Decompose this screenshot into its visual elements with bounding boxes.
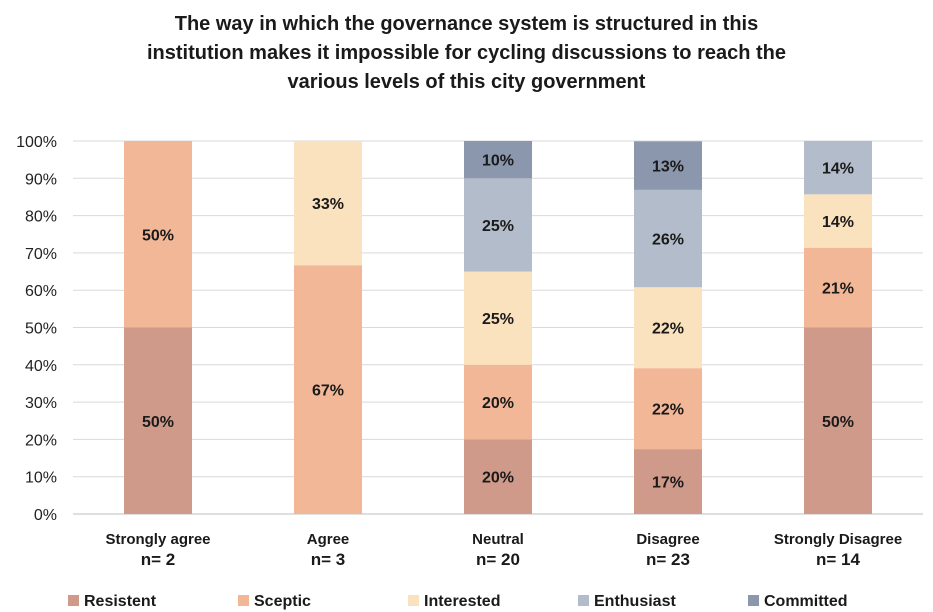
bar-data-label: 25% [482,218,514,235]
bar-data-label: 67% [312,383,344,400]
bar-data-label: 21% [822,281,854,298]
bar-data-label: 13% [652,159,684,176]
bar-data-label: 22% [652,402,684,419]
y-tick-label: 50% [25,321,57,338]
bar-segment [804,247,872,328]
y-tick-label: 30% [25,395,57,412]
legend-swatch [578,595,589,606]
bar-segment [464,141,532,179]
bar-data-label: 25% [482,311,514,328]
bar-segment [294,265,362,514]
chart-title-line: The way in which the governance system i… [174,13,759,35]
y-tick-label: 90% [25,171,57,188]
x-category-label: Strongly agree [105,531,210,548]
y-tick-label: 80% [25,209,57,226]
x-category-label: Strongly Disagree [774,531,902,548]
x-category-count: n= 3 [311,550,346,569]
bar-data-label: 14% [822,161,854,178]
y-tick-label: 0% [34,507,57,524]
bar-data-label: 20% [482,470,514,487]
bar-segment [804,327,872,514]
x-category-label: Agree [307,531,350,548]
bar-data-label: 20% [482,395,514,412]
bar-segment [634,287,702,369]
bar-data-label: 33% [312,196,344,213]
bar-data-label: 50% [142,414,174,431]
bar-segment [634,189,702,288]
y-tick-label: 20% [25,432,57,449]
bar-data-label: 50% [142,227,174,244]
x-category-count: n= 23 [646,550,690,569]
bar-segment [464,364,532,440]
legend-label: Enthusiast [594,593,676,610]
bar-segment [124,327,192,514]
chart-title-line: various levels of this city government [287,71,646,93]
bar-segment [634,141,702,190]
bar-data-label: 17% [652,475,684,492]
y-tick-label: 40% [25,358,57,375]
chart-title: The way in which the governance system i… [60,10,873,97]
legend-label: Resistent [84,593,157,610]
bar-segment [804,141,872,195]
y-tick-label: 10% [25,470,57,487]
legend-label: Interested [424,593,500,610]
legend-swatch [748,595,759,606]
bar-data-label: 10% [482,153,514,170]
bar-segment [124,141,192,328]
bar-segment [464,271,532,365]
x-category-count: n= 2 [141,550,176,569]
bar-segment [804,194,872,248]
y-tick-label: 70% [25,246,57,263]
bar-segment [634,368,702,450]
legend-swatch [408,595,419,606]
x-category-label: Disagree [636,531,699,548]
legend-swatch [68,595,79,606]
legend-swatch [238,595,249,606]
x-category-count: n= 20 [476,550,520,569]
bar-segment [464,178,532,272]
bar-data-label: 14% [822,214,854,231]
bar-segment [634,449,702,514]
y-tick-label: 100% [16,134,57,151]
bar-data-label: 50% [822,414,854,431]
y-tick-label: 60% [25,283,57,300]
legend-label: Sceptic [254,593,311,610]
bar-data-label: 22% [652,321,684,338]
x-category-count: n= 14 [816,550,860,569]
bar-segment [464,439,532,514]
legend-label: Committed [764,593,848,610]
bar-segment [294,141,362,266]
bar-data-label: 26% [652,232,684,249]
x-category-label: Neutral [472,531,524,548]
chart-title-line: institution makes it impossible for cycl… [146,42,787,64]
